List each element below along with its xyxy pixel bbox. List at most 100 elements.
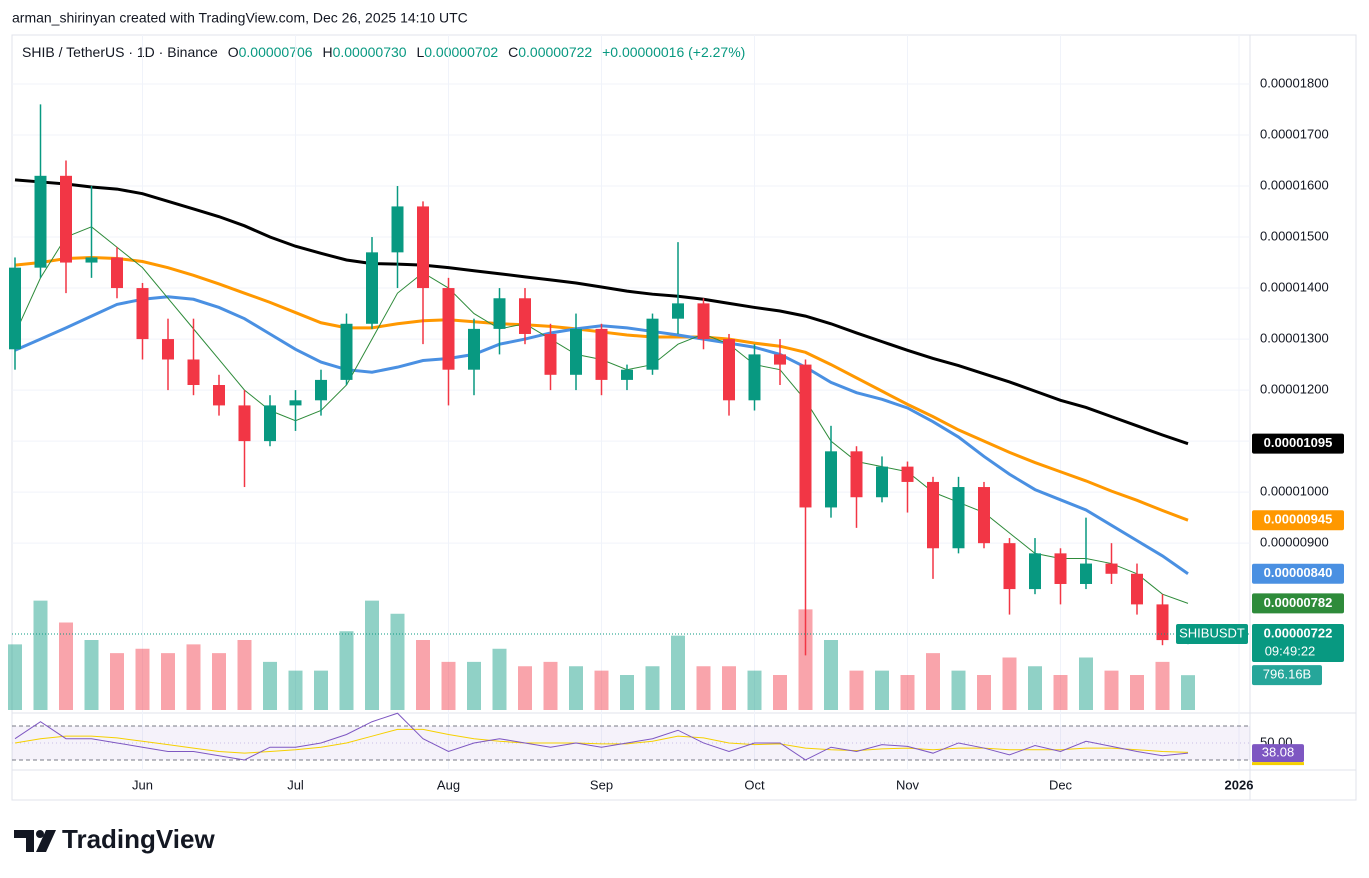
volume-bar <box>1028 666 1042 710</box>
volume-bar <box>1155 661 1170 710</box>
volume-bar <box>747 670 762 710</box>
volume-bar <box>543 661 558 710</box>
rsi-ma <box>14 728 1189 754</box>
candle-body <box>391 206 404 253</box>
price-tag-box <box>1252 623 1344 662</box>
x-tick-label: Jun <box>132 777 153 792</box>
volume-bar <box>161 653 175 710</box>
ma-label: 0.00000945 <box>1264 512 1333 527</box>
volume-bar <box>824 640 838 710</box>
credit: arman_shirinyan created with TradingView… <box>12 10 468 26</box>
chart-frame <box>11 34 1357 801</box>
candle-body <box>1054 553 1067 584</box>
candle-body <box>1080 563 1092 584</box>
ma-label-box <box>1252 593 1344 614</box>
volume-bar <box>645 666 660 710</box>
volume-bar <box>1130 675 1144 710</box>
candle-body <box>1029 553 1041 590</box>
volume-bar <box>1181 675 1195 710</box>
candle-body <box>315 379 327 401</box>
y-tick-label: 0.00000900 <box>1260 535 1329 550</box>
candle-body <box>1131 573 1143 605</box>
brand: TradingView <box>62 824 215 854</box>
volume-bar <box>8 644 22 710</box>
candle-body <box>646 318 659 370</box>
candle-body <box>238 405 251 442</box>
symbol: SHIB / TetherUS · 1D · Binance <box>22 44 218 60</box>
candle-body <box>9 267 21 350</box>
ma-label-box <box>1252 563 1344 584</box>
volume-bar <box>798 609 813 710</box>
x-tick-label: Sep <box>590 777 613 792</box>
volume-bar <box>33 600 48 710</box>
y-tick-label: 0.00001500 <box>1260 228 1329 243</box>
candle-body <box>340 323 353 380</box>
volume-bar <box>849 670 864 710</box>
candle-body <box>825 451 837 508</box>
candle-body <box>697 303 710 340</box>
candle-body <box>978 487 990 544</box>
high: 0.00000730 <box>333 44 407 60</box>
candle-body <box>519 298 531 334</box>
x-tick-label: 2026 <box>1225 777 1254 792</box>
y-tick-label: 0.00001800 <box>1260 75 1329 90</box>
y-tick-label: 0.00001400 <box>1260 279 1329 294</box>
candle-body <box>570 328 582 375</box>
candle-body <box>136 288 149 340</box>
candle-body <box>264 405 276 442</box>
logo-mark <box>14 830 34 852</box>
countdown: 09:49:22 <box>1265 643 1316 658</box>
logo: TradingView <box>14 824 215 854</box>
volume-bar <box>951 670 966 710</box>
candle-body <box>442 288 455 370</box>
volume-bar <box>84 640 99 710</box>
ma-label: 0.00000782 <box>1264 595 1333 610</box>
x-tick-label: Oct <box>744 777 765 792</box>
x-tick-label: Aug <box>437 777 460 792</box>
volume-bar <box>441 661 456 710</box>
candle-body <box>1156 604 1169 641</box>
candle-body <box>187 359 200 385</box>
candle-body <box>468 328 480 370</box>
candle-body <box>876 466 888 498</box>
candle-body <box>901 466 914 482</box>
logo-dot <box>36 830 44 838</box>
volume-bar <box>186 644 201 710</box>
candle-body <box>60 175 72 263</box>
candle-body <box>799 364 812 508</box>
candle-body <box>621 369 633 380</box>
candle-body <box>748 354 761 401</box>
symbol-tag: SHIBUSDT <box>1179 625 1245 640</box>
logo-slash <box>36 830 56 852</box>
ma-label: 0.00000840 <box>1264 565 1333 580</box>
volume-bar <box>594 670 609 710</box>
volume-bar <box>59 622 73 710</box>
c-label: C <box>508 44 518 60</box>
candle-body <box>417 206 429 289</box>
volume-label-box <box>1252 665 1322 686</box>
candle-body <box>213 385 225 406</box>
candle-body <box>162 339 174 360</box>
volume-bar <box>569 666 583 710</box>
l-label: L <box>416 44 424 60</box>
y-tick-label: 0.00001000 <box>1260 484 1329 499</box>
volume-bar <box>339 631 354 710</box>
moving-average <box>14 178 1189 446</box>
volume-bar <box>467 661 481 710</box>
volume-bar <box>212 653 226 710</box>
volume-label: 796.16B <box>1263 667 1311 682</box>
volume-bar <box>135 648 150 710</box>
volume-bar <box>314 670 328 710</box>
volume-bar <box>773 675 787 710</box>
volume-bar <box>365 600 379 710</box>
volume-bar <box>977 675 991 710</box>
candle-body <box>85 257 98 263</box>
candle-body <box>927 481 939 549</box>
rsi-ma-underline <box>1252 762 1304 766</box>
candle-body <box>850 451 863 498</box>
low: 0.00000702 <box>424 44 498 60</box>
volume-bar <box>900 675 915 710</box>
symbol-tag-box <box>1176 623 1248 644</box>
candle-body <box>493 298 506 329</box>
volume-bar <box>1053 675 1068 710</box>
